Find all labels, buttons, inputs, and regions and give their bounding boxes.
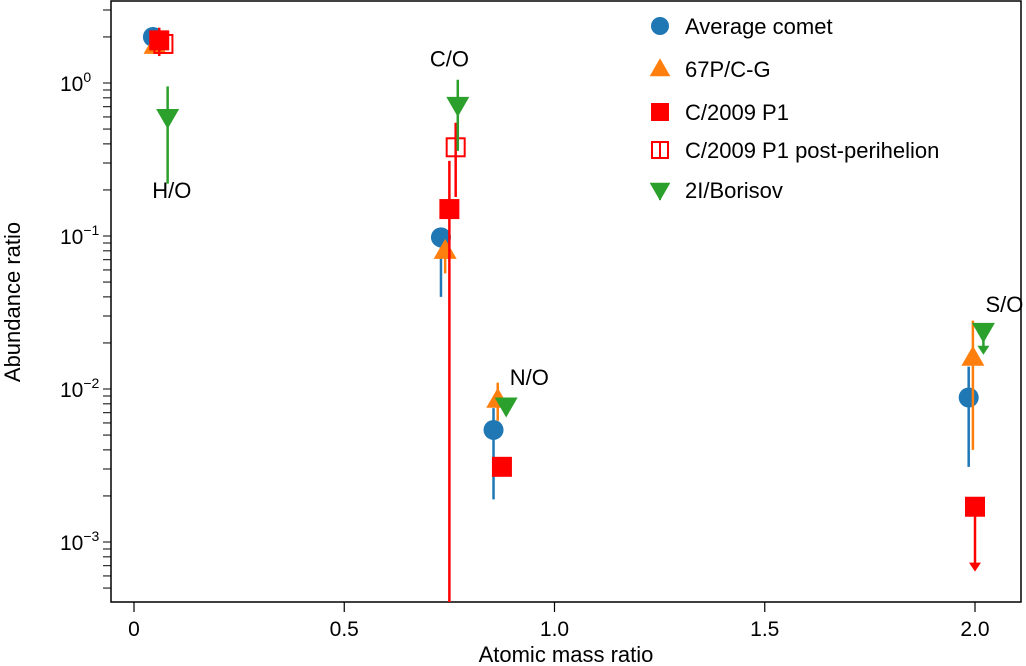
- data-point: [433, 238, 457, 259]
- data-point: [439, 199, 460, 220]
- legend-label: Average comet: [685, 14, 833, 39]
- legend-marker: [651, 103, 669, 121]
- annotation-label: H/O: [152, 178, 191, 203]
- data-point: [494, 397, 518, 418]
- legend-label: C/2009 P1 post-perihelion: [685, 138, 939, 163]
- legend-label: C/2009 P1: [685, 100, 789, 125]
- y-tick-label: 10−2: [60, 375, 100, 402]
- upper-limit-arrow: [969, 562, 981, 572]
- data-point: [446, 96, 470, 117]
- annotation-label: N/O: [510, 365, 549, 390]
- data-marks: [142, 26, 995, 602]
- data-point: [445, 137, 466, 158]
- x-tick-label: 0: [128, 618, 140, 641]
- upper-limit-arrow: [977, 345, 990, 355]
- legend-item: 2I/Borisov: [649, 178, 783, 203]
- data-point: [961, 345, 985, 366]
- legend: Average comet 67P/C-G C/2009 P1 C/2009 P1 p…: [649, 14, 939, 203]
- data-point: [149, 30, 170, 51]
- plot-frame: [110, 0, 1022, 603]
- annotations: H/O C/O N/O S/O: [152, 46, 1023, 390]
- legend-item: C/2009 P1 post-perihelion: [651, 138, 939, 163]
- series-c-2009-p1-post-perihelion: [153, 33, 466, 197]
- axes: 0 0.5 1.0 1.5 2.0 100 10−1 10−2 10−3: [60, 9, 990, 641]
- series-2i-borisov: [156, 79, 995, 418]
- data-point: [958, 387, 979, 408]
- annotation-label: S/O: [985, 292, 1023, 317]
- series-c-2009-p1: [149, 27, 985, 602]
- legend-item: C/2009 P1: [651, 100, 789, 125]
- x-axis-label: Atomic mass ratio: [479, 642, 654, 666]
- x-tick-label: 2.0: [960, 618, 989, 641]
- legend-item: Average comet: [651, 14, 833, 39]
- annotation-label: C/O: [430, 46, 469, 71]
- x-tick-label: 0.5: [330, 618, 359, 641]
- series-average-comet: [142, 26, 979, 500]
- x-tick-label: 1.0: [540, 618, 569, 641]
- legend-marker: [651, 17, 669, 35]
- y-tick-label: 10−3: [60, 528, 100, 555]
- legend-label: 2I/Borisov: [685, 178, 783, 203]
- legend-item: 67P/C-G: [649, 57, 771, 82]
- data-point: [156, 108, 180, 129]
- data-point: [491, 456, 512, 477]
- y-tick-label: 100: [60, 69, 91, 96]
- data-point: [965, 496, 985, 517]
- legend-marker: [649, 58, 671, 77]
- series-67p-c-g: [143, 33, 985, 450]
- y-axis-label: Abundance ratio: [0, 222, 25, 382]
- legend-label: 67P/C-G: [685, 57, 771, 82]
- data-point: [971, 322, 995, 343]
- x-tick-label: 1.5: [750, 618, 779, 641]
- data-point: [153, 33, 174, 54]
- data-point: [483, 419, 504, 440]
- y-tick-label: 10−1: [60, 222, 100, 249]
